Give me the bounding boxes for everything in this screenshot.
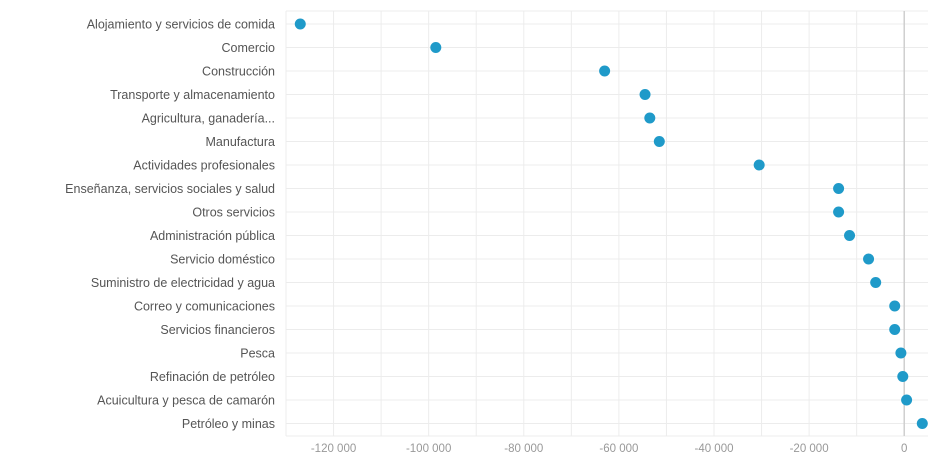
data-point[interactable] <box>889 300 901 312</box>
category-label: Administración pública <box>150 229 275 243</box>
x-tick-label: -20 000 <box>790 443 829 455</box>
data-point[interactable] <box>639 89 651 100</box>
category-label: Transporte y almacenamiento <box>110 88 275 102</box>
category-label: Refinación de petróleo <box>150 370 275 384</box>
category-label: Servicio doméstico <box>170 253 275 267</box>
data-point[interactable] <box>895 347 907 359</box>
data-point[interactable] <box>916 418 928 429</box>
x-tick-label: 0 <box>901 443 907 455</box>
data-point[interactable] <box>644 112 656 124</box>
data-point[interactable] <box>889 324 901 335</box>
x-tick-label: -40 000 <box>694 443 733 455</box>
category-label: Manufactura <box>206 135 276 149</box>
data-point[interactable] <box>833 183 845 194</box>
data-point[interactable] <box>599 65 611 77</box>
data-point[interactable] <box>294 18 306 30</box>
data-points <box>294 18 928 429</box>
category-label: Alojamiento y servicios de comida <box>87 18 275 32</box>
grid-layer <box>285 10 928 437</box>
data-point[interactable] <box>870 277 882 288</box>
x-tick-label: -100 000 <box>406 443 451 455</box>
data-point[interactable] <box>833 206 845 218</box>
data-point[interactable] <box>844 230 856 241</box>
category-label: Agricultura, ganadería... <box>142 112 275 126</box>
data-point[interactable] <box>430 42 442 53</box>
x-tick-label: -120 000 <box>311 443 356 455</box>
category-label: Petróleo y minas <box>182 417 275 431</box>
category-label: Servicios financieros <box>160 323 275 337</box>
data-point[interactable] <box>863 253 875 265</box>
x-tick-label: -80 000 <box>504 443 543 455</box>
data-point[interactable] <box>753 159 765 171</box>
category-labels: Alojamiento y servicios de comida Comerci… <box>65 18 275 432</box>
x-axis-ticks: -120 000 -100 000 -80 000 -60 000 -40 000 -20… <box>311 443 908 455</box>
category-label: Correo y comunicaciones <box>134 300 275 314</box>
category-label: Comercio <box>222 41 276 55</box>
data-point[interactable] <box>897 371 909 382</box>
data-point[interactable] <box>901 394 913 406</box>
data-point[interactable] <box>653 136 665 147</box>
category-label: Acuicultura y pesca de camarón <box>97 394 275 408</box>
x-tick-label: -60 000 <box>599 443 638 455</box>
category-label: Suministro de electricidad y agua <box>91 276 275 290</box>
category-label: Enseñanza, servicios sociales y salud <box>65 182 275 196</box>
category-label: Actividades profesionales <box>133 159 275 173</box>
category-label: Otros servicios <box>192 206 275 220</box>
category-label: Pesca <box>240 347 275 361</box>
category-label: Construcción <box>202 65 275 79</box>
